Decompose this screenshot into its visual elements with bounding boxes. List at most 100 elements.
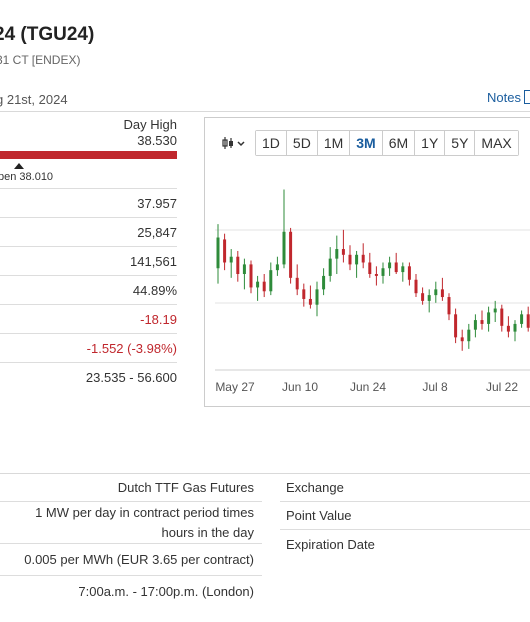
candle [473,314,477,338]
stat-row: 141,561 [0,246,177,275]
candle [275,256,279,276]
candle [249,260,253,294]
candle [361,243,365,269]
day-high-value: 38.530 [137,133,177,148]
period-button-3m[interactable]: 3M [350,131,383,155]
candle [407,262,411,286]
candle [315,281,319,317]
candle [506,316,510,338]
candle [454,308,458,344]
stat-value: 25,847 [137,224,177,240]
chart-canvas: May 27 Jun 10 Jun 24 Jul 8 Jul 22 [215,189,530,394]
period-button-1m[interactable]: 1M [317,131,351,155]
notes-bracket-icon [523,90,530,104]
candle [229,249,233,278]
candle [282,189,286,269]
stat-row: 37.957 [0,188,177,217]
candle [341,229,345,263]
candle [236,250,240,282]
stats-table: 37.957 25,847 141,561 44.89% -18.19 -1.5… [0,188,177,391]
candle [355,250,359,278]
period-button-max[interactable]: MAX [475,131,518,155]
candle [368,252,372,278]
x-tick-label: May 27 [215,380,255,394]
period-button-5y[interactable]: 5Y [445,131,476,155]
candle [414,274,418,298]
stat-row: 23.535 - 56.600 [0,362,177,391]
candle [308,285,312,309]
candle [216,224,220,284]
day-range-bar [0,151,177,159]
candle [289,227,293,284]
candle [460,329,464,351]
candle [381,262,385,284]
candlestick-icon [222,137,245,149]
spec-label: Expiration Date [286,537,375,552]
candle [520,310,524,328]
candle [480,310,484,330]
open-price-label: pen 38.010 [0,171,54,183]
candle [467,323,471,349]
candle [322,268,326,296]
stat-row: 44.89% [0,275,177,304]
spec-value: 7:00a.m. - 17:00p.m. (London) [78,584,254,599]
candle [374,266,378,286]
contract-specs-labels: Exchange Point Value Expiration Date [280,474,530,560]
candle [388,256,392,276]
candle [500,304,504,332]
spec-value: 1 MW per day in contract period times ho… [0,502,262,544]
spec-value: 0.005 per MWh (EUR 3.65 per contract) [0,544,262,576]
notes-link[interactable]: Notes [487,90,530,105]
stat-value: 37.957 [137,195,177,211]
spec-value: Dutch TTF Gas Futures [0,474,262,502]
stat-row: -18.19 [0,304,177,333]
candle [223,233,227,271]
spec-label: Exchange [280,474,530,502]
stat-value: 23.535 - 56.600 [85,369,177,385]
contract-specs: Dutch TTF Gas Futures 1 MW per day in co… [0,474,262,608]
candle [394,252,398,274]
stat-value: -18.19 [140,311,177,327]
candle [526,306,530,332]
x-tick-label: Jul 22 [486,380,518,394]
price-chart: May 27 Jun 10 Jun 24 Jul 8 Jul 22 1D 5D 1M 3M 6M… [204,117,530,407]
candle [302,283,306,307]
stat-value: -1.552 (-3.98%) [86,340,177,356]
open-marker-icon [14,163,24,169]
stat-value: 141,561 [130,253,177,269]
candle [421,287,425,305]
candle [269,262,273,296]
day-high-label: Day High [123,117,177,132]
candle [427,289,431,313]
spec-label: Point Value [280,502,530,530]
candle [487,306,491,332]
x-tick-label: Jun 10 [282,380,318,394]
period-button-1y[interactable]: 1Y [415,131,446,155]
candle [348,245,352,271]
candle [262,274,266,298]
x-tick-label: Jun 24 [350,380,386,394]
chart-type-selector[interactable] [215,130,255,156]
candle [242,258,246,290]
notes-label: Notes [487,90,521,105]
x-tick-label: Jul 8 [422,380,448,394]
specs-divider [0,473,530,474]
period-button-6m[interactable]: 6M [382,131,416,155]
candle [513,320,517,342]
chart-toolbar: 1D 5D 1M 3M 6M 1Y 5Y MAX [215,130,519,156]
contract-title: 24 (TGU24) [0,24,95,45]
period-button-5d[interactable]: 5D [286,131,318,155]
candle [493,300,497,322]
candle [401,262,405,282]
candle [434,281,438,303]
candle [295,264,299,296]
contract-subtitle: 31 CT [ENDEX) [0,53,81,67]
candle [328,247,332,282]
header-divider [0,111,530,112]
candle [256,275,260,301]
quote-date: g 21st, 2024 [0,92,68,107]
stat-row: 25,847 [0,217,177,246]
period-selector: 1D 5D 1M 3M 6M 1Y 5Y MAX [255,130,519,156]
candle [335,235,339,274]
period-button-1d[interactable]: 1D [256,131,287,155]
